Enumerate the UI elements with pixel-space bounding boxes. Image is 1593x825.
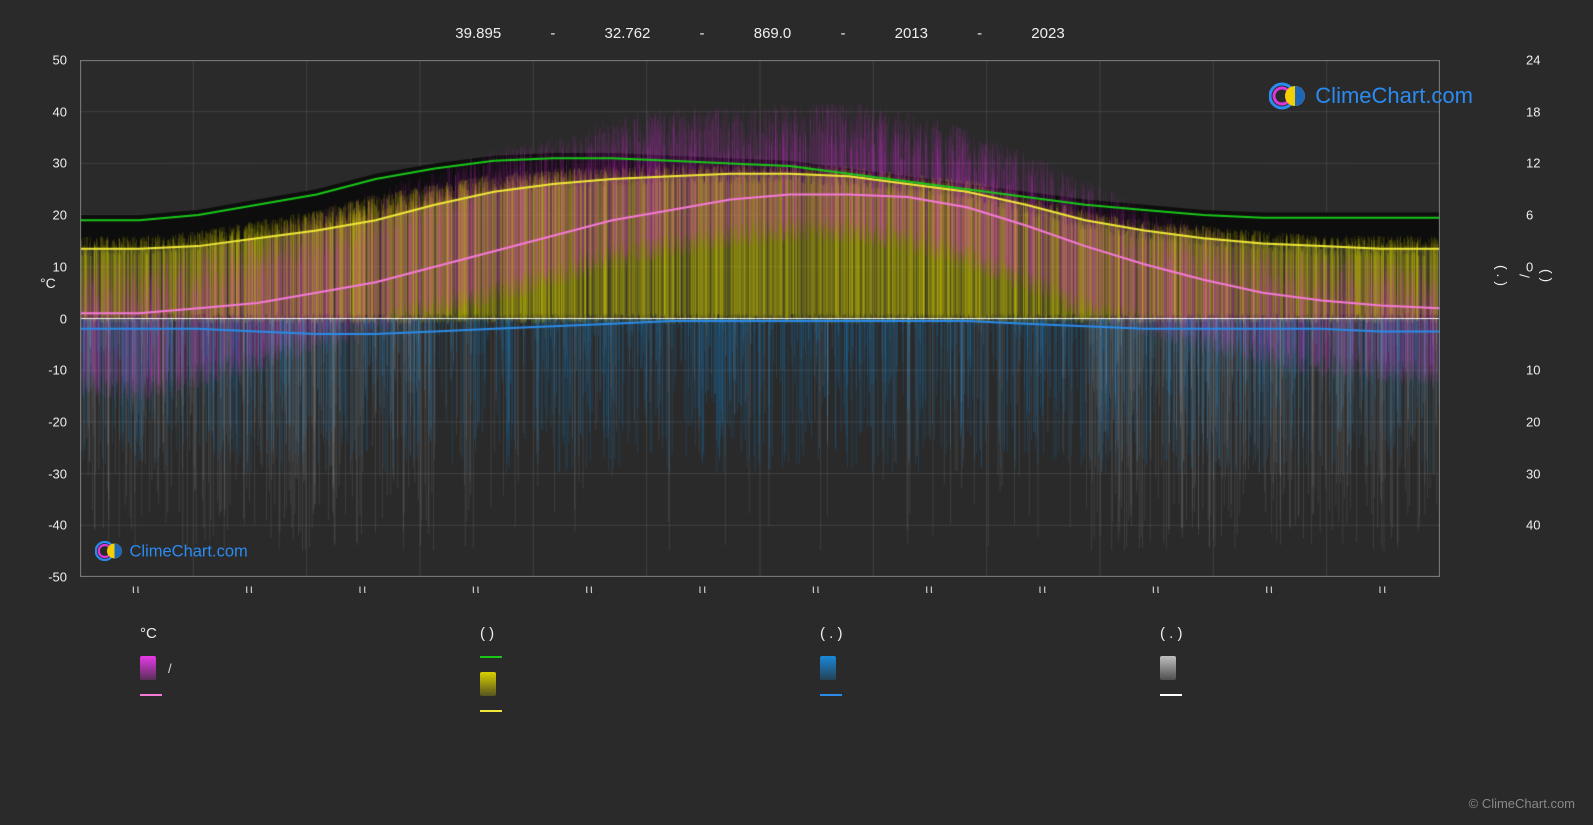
legend-swatch	[1160, 656, 1176, 680]
legend-swatch	[480, 656, 502, 658]
legend-header: ( )	[480, 625, 760, 642]
x-month-tick: ιι	[1379, 582, 1388, 596]
meta-lon: 32.762 -	[605, 25, 705, 42]
legend-item	[140, 694, 420, 696]
legend-swatch	[480, 710, 502, 712]
meta-elev: 869.0 -	[754, 25, 846, 42]
legend-swatch	[140, 694, 162, 696]
legend-header: °C	[140, 625, 420, 642]
x-axis-labels: ιι ιι ιι ιι ιι ιι ιι ιι ιι ιι ιι ιι	[80, 582, 1440, 602]
y-left-tick: -30	[48, 466, 67, 481]
x-month-tick: ιι	[472, 582, 481, 596]
x-month-tick: ιι	[585, 582, 594, 596]
y-right-tick: 30	[1526, 466, 1540, 481]
legend-column: ( . )	[760, 625, 1100, 712]
chart-plot-area	[80, 60, 1440, 577]
legend-item	[480, 672, 760, 696]
brand-logo-top: ClimeChart.com	[1269, 80, 1473, 112]
legend-swatch	[820, 656, 836, 680]
chart-legend: °C / ( ) ( . ) ( . )	[80, 625, 1440, 730]
legend-swatch	[820, 694, 842, 696]
y-left-tick: 20	[53, 208, 67, 223]
y-right-tick: 40	[1526, 518, 1540, 533]
meta-lat: 39.895 -	[455, 25, 555, 42]
y-left-tick: 30	[53, 156, 67, 171]
legend-item	[480, 710, 760, 712]
legend-column: ( )	[420, 625, 760, 712]
y-right-tick: 18	[1526, 104, 1540, 119]
legend-item	[820, 656, 1100, 680]
legend-swatch	[140, 656, 156, 680]
x-month-tick: ιι	[812, 582, 821, 596]
legend-item	[480, 656, 760, 658]
brand-logo-icon	[95, 539, 124, 563]
x-month-tick: ιι	[1039, 582, 1048, 596]
y-right-axis-title: ( )/( . )	[1491, 210, 1558, 341]
y-left-tick: 0	[60, 311, 67, 326]
legend-swatch	[480, 672, 496, 696]
x-month-tick: ιι	[925, 582, 934, 596]
x-month-tick: ιι	[245, 582, 254, 596]
y-left-tick: 40	[53, 104, 67, 119]
brand-logo-bottom: ClimeChart.com	[95, 539, 248, 563]
legend-item: /	[140, 656, 420, 680]
legend-item	[820, 694, 1100, 696]
brand-logo-text: ClimeChart.com	[1315, 83, 1473, 109]
meta-years: 2013 - 2023	[895, 25, 1065, 42]
y-left-tick: 50	[53, 53, 67, 68]
y-right-tick: 12	[1526, 156, 1540, 171]
legend-column: °C /	[80, 625, 420, 712]
legend-swatch	[1160, 694, 1182, 696]
chart-canvas	[80, 60, 1440, 577]
y-left-axis-labels: 50403020100-10-20-30-40-50	[0, 60, 75, 577]
y-right-tick: 10	[1526, 363, 1540, 378]
legend-header: ( . )	[1160, 625, 1440, 642]
y-left-tick: -40	[48, 518, 67, 533]
x-month-tick: ιι	[1265, 582, 1274, 596]
x-month-tick: ιι	[1152, 582, 1161, 596]
copyright-text: © ClimeChart.com	[1469, 796, 1575, 811]
y-left-tick: -10	[48, 363, 67, 378]
y-left-tick: -20	[48, 414, 67, 429]
legend-column: ( . )	[1100, 625, 1440, 712]
x-month-tick: ιι	[359, 582, 368, 596]
y-left-tick: -50	[48, 570, 67, 585]
chart-metadata: 39.895 - 32.762 - 869.0 - 2013 - 2023	[80, 25, 1440, 42]
x-month-tick: ιι	[699, 582, 708, 596]
brand-logo-icon	[1269, 80, 1307, 112]
legend-header: ( . )	[820, 625, 1100, 642]
legend-label: /	[168, 661, 172, 676]
legend-item	[1160, 694, 1440, 696]
brand-logo-text: ClimeChart.com	[130, 541, 248, 561]
climate-chart-page: 39.895 - 32.762 - 869.0 - 2013 - 2023 °C…	[0, 0, 1593, 825]
legend-item	[1160, 656, 1440, 680]
x-month-tick: ιι	[132, 582, 141, 596]
y-right-tick: 20	[1526, 414, 1540, 429]
y-right-tick: 24	[1526, 53, 1540, 68]
y-left-tick: 10	[53, 259, 67, 274]
